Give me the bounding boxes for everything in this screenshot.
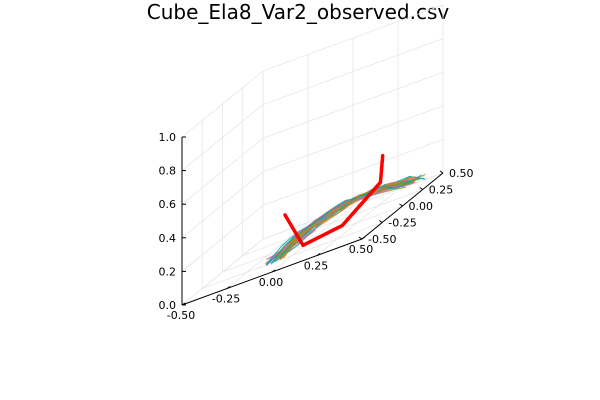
grid-line — [242, 189, 423, 256]
x-tick-mark — [271, 269, 276, 273]
z-tick-label: 0.8 — [159, 165, 177, 178]
z-tick-label: 0.6 — [159, 198, 177, 211]
grid-line — [262, 139, 444, 206]
z-tick-label: 0.2 — [159, 265, 177, 278]
grid-line — [262, 4, 444, 72]
z-tick-label: 0.4 — [159, 232, 177, 245]
x-tick-label: -0.50 — [167, 309, 195, 322]
x-tick-label: -0.25 — [212, 293, 240, 306]
highlight-series — [283, 153, 385, 248]
y-tick-mark — [439, 170, 444, 174]
y-tick-mark — [378, 220, 383, 223]
x-tick-label: 0.25 — [304, 260, 329, 273]
x-tick-mark — [361, 236, 366, 240]
y-tick-mark — [358, 236, 363, 240]
x-tick-label: 0.00 — [259, 276, 284, 289]
y-tick-label: 0.25 — [429, 184, 454, 197]
grid-line — [181, 137, 264, 205]
y-tick-mark — [419, 187, 424, 190]
chart-title: Cube_Ela8_Var2_observed.csv — [147, 0, 450, 24]
grid-line — [181, 171, 264, 239]
y-tick-mark — [399, 203, 403, 207]
x-tick-mark — [316, 253, 321, 256]
background-series-line — [270, 182, 410, 265]
grid-line — [262, 71, 444, 139]
grid-line — [202, 222, 383, 289]
z-tick-label: 0.0 — [159, 299, 177, 312]
y-tick-label: -0.50 — [368, 233, 396, 246]
y-tick-label: -0.25 — [388, 217, 416, 230]
grid-line — [181, 104, 264, 171]
grid-line — [181, 238, 264, 306]
y-tick-label: 0.50 — [449, 167, 474, 180]
axis-lines — [181, 136, 444, 306]
grid-line — [181, 205, 264, 272]
x-tick-label: 0.50 — [349, 243, 374, 256]
grid-line — [262, 38, 444, 105]
y-tick-label: 0.00 — [409, 200, 434, 213]
z-tick-label: 1.0 — [159, 131, 177, 144]
tick-labels: -0.50-0.250.000.250.50-0.50-0.250.000.25… — [159, 131, 474, 322]
x-tick-mark — [226, 286, 231, 289]
grid-line — [262, 105, 444, 173]
grid-line — [181, 70, 264, 138]
highlight-series-line — [283, 153, 385, 248]
